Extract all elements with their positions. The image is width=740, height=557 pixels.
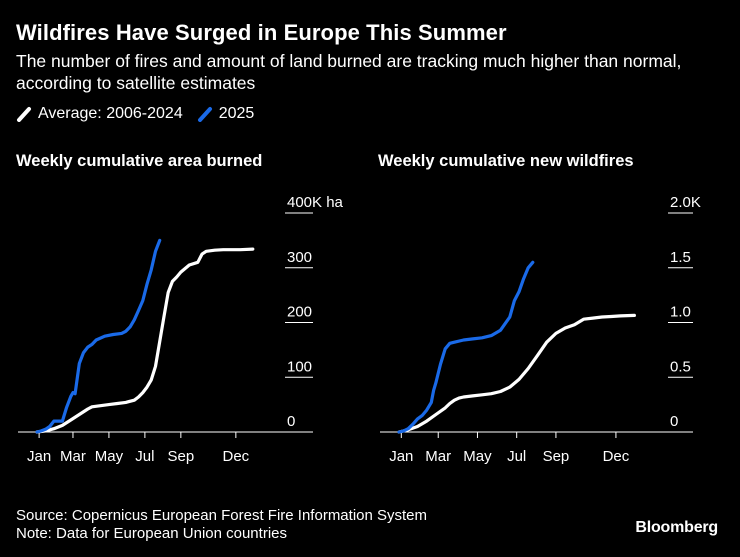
fires-xtick-label-2: May	[463, 448, 492, 465]
fires-ytick-label-3: 1.5	[670, 249, 691, 266]
fires-ytick-label-2: 1.0	[670, 304, 691, 321]
fires-ytick-label-0: 0	[670, 413, 678, 430]
area-ytick-label-4: 400K ha	[287, 194, 344, 211]
fires-series-2025-line	[397, 260, 535, 434]
legend-item-2025: 2025	[197, 105, 255, 123]
area-xtick-label-1: Mar	[60, 448, 86, 465]
fires-xtick-label-1: Mar	[425, 448, 451, 465]
chart-title: Wildfires Have Surged in Europe This Sum…	[16, 20, 507, 45]
fires-ytick-label-1: 0.5	[670, 358, 691, 375]
fires-ytick-label-4: 2.0K	[670, 194, 701, 211]
area-xtick-label-0: Jan	[27, 448, 51, 465]
fires-xtick-label-5: Dec	[603, 448, 630, 465]
legend-item-average: Average: 2006-2024	[16, 105, 183, 123]
fires-series-average-line	[397, 313, 637, 434]
fires-xtick-label-0: Jan	[389, 448, 413, 465]
panel-title-new-wildfires: Weekly cumulative new wildfires	[378, 152, 634, 170]
chart-subtitle: The number of fires and amount of land b…	[16, 51, 682, 93]
area-xtick-label-5: Dec	[223, 448, 250, 465]
legend-label-2025: 2025	[218, 105, 255, 122]
area-ytick-label-1: 100	[287, 358, 312, 375]
source-text: Source: Copernicus European Forest Fire …	[16, 507, 428, 524]
area-series-average-line	[35, 247, 255, 434]
area-series-2025-line	[35, 238, 162, 434]
bloomberg-logo: Bloomberg	[635, 519, 718, 536]
legend-slash-icon-average	[17, 107, 31, 122]
note-text: Note: Data for European Union countries	[16, 525, 287, 542]
area-ytick-label-3: 300	[287, 249, 312, 266]
panel-title-area-burned: Weekly cumulative area burned	[16, 152, 263, 170]
area-xtick-label-4: Sep	[167, 448, 194, 465]
area-xtick-label-3: Jul	[135, 448, 154, 465]
fires-xtick-label-4: Sep	[543, 448, 570, 465]
legend: Average: 2006-2024 2025	[16, 105, 268, 123]
legend-label-average: Average: 2006-2024	[38, 105, 183, 122]
area-ytick-label-2: 200	[287, 304, 312, 321]
area-ytick-label-0: 0	[287, 413, 295, 430]
fires-xtick-label-3: Jul	[507, 448, 526, 465]
legend-slash-icon-2025	[197, 107, 212, 122]
area-xtick-label-2: May	[95, 448, 124, 465]
